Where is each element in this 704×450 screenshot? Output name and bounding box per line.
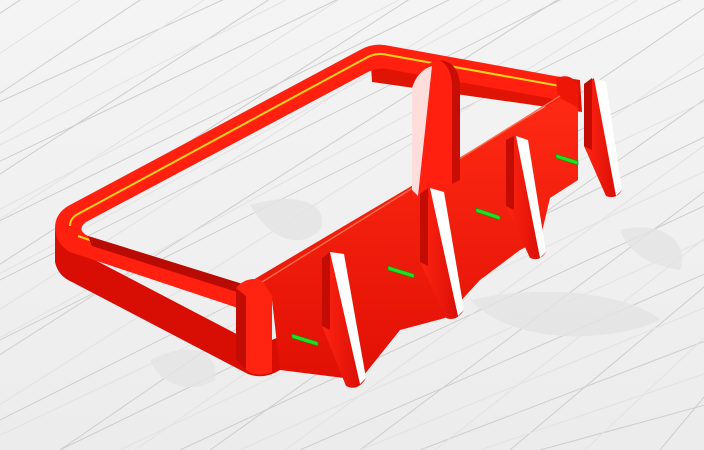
fin-2 (420, 188, 464, 319)
back-wall (236, 95, 578, 380)
infill-mark-2 (387, 265, 415, 279)
infill-marks (291, 153, 579, 347)
center-post (412, 60, 460, 200)
fin-1 (322, 252, 366, 388)
base-frame (55, 44, 582, 377)
infill-mark-1 (291, 333, 319, 347)
infill-mark-3 (475, 207, 501, 221)
support-shadow-icon (150, 199, 682, 388)
fin-3 (506, 136, 546, 260)
fin-4 (584, 78, 622, 198)
infill-mark-4 (555, 153, 579, 166)
